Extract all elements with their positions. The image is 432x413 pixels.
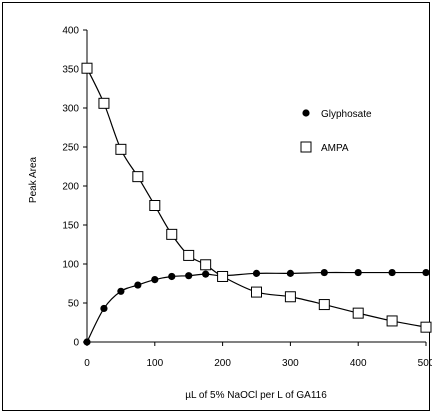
ampa-point: [166, 228, 178, 240]
y-tick-label: 200: [62, 182, 79, 193]
x-tick-label: 100: [146, 358, 163, 369]
ampa-point: [420, 321, 432, 333]
x-axis-label: µL of 5% NaOCl per L of GA116: [185, 390, 327, 401]
legend: Glyphosate AMPA: [300, 109, 372, 154]
glyphosate-point: [286, 269, 294, 277]
ampa-point: [183, 249, 195, 261]
legend-glyphosate-marker: [302, 109, 310, 117]
y-tick-label: 250: [62, 143, 79, 154]
ampa-point: [149, 200, 161, 211]
x-tick-label: 300: [282, 358, 299, 369]
glyphosate-point: [252, 269, 261, 277]
x-tick-label: 500: [418, 358, 432, 369]
glyphosate-point: [320, 268, 328, 277]
glyphosate-point: [100, 304, 108, 313]
glyphosate-point: [83, 338, 91, 346]
ampa-point: [284, 291, 296, 303]
ampa-point: [200, 259, 212, 271]
ampa-point: [217, 270, 229, 282]
glyphosate-point: [202, 270, 210, 278]
ampa-point: [115, 143, 127, 155]
ampa-point: [81, 62, 93, 74]
ampa-point: [132, 171, 144, 183]
x-tick-label: 200: [214, 358, 231, 369]
y-tick-label: 150: [62, 221, 79, 232]
glyphosate-point: [168, 272, 176, 281]
ampa-point: [386, 315, 398, 327]
y-tick-label: 100: [62, 260, 79, 271]
data-marks: [81, 62, 432, 346]
glyphosate-point: [185, 272, 193, 280]
legend-ampa-marker: [300, 141, 312, 153]
y-tick-label: 300: [62, 104, 79, 115]
legend-label: AMPA: [321, 143, 349, 154]
glyphosate-point: [388, 268, 396, 277]
glyphosate-point: [117, 287, 125, 295]
ampa-point: [251, 286, 262, 298]
legend-label: Glyphosate: [321, 109, 372, 120]
glyphosate-point: [422, 268, 430, 277]
x-tick-label: 400: [350, 358, 367, 369]
y-tick-label: 400: [62, 26, 79, 37]
x-tick-label: 0: [84, 358, 90, 369]
glyphosate-point: [354, 268, 362, 277]
axes: 0 50 100 150 200 250 300 350 400 0 100 200 300 400 500: [62, 26, 432, 370]
ampa-point: [352, 307, 364, 319]
curves: [86, 67, 427, 343]
y-tick-label: 350: [62, 65, 79, 76]
ampa-point: [318, 299, 330, 311]
y-tick-label: 50: [68, 299, 80, 310]
y-tick-label: 0: [73, 338, 79, 349]
glyphosate-point: [151, 276, 159, 284]
ampa-point: [98, 97, 110, 109]
y-axis-label: Peak Area: [28, 156, 39, 203]
glyphosate-point: [134, 281, 142, 289]
